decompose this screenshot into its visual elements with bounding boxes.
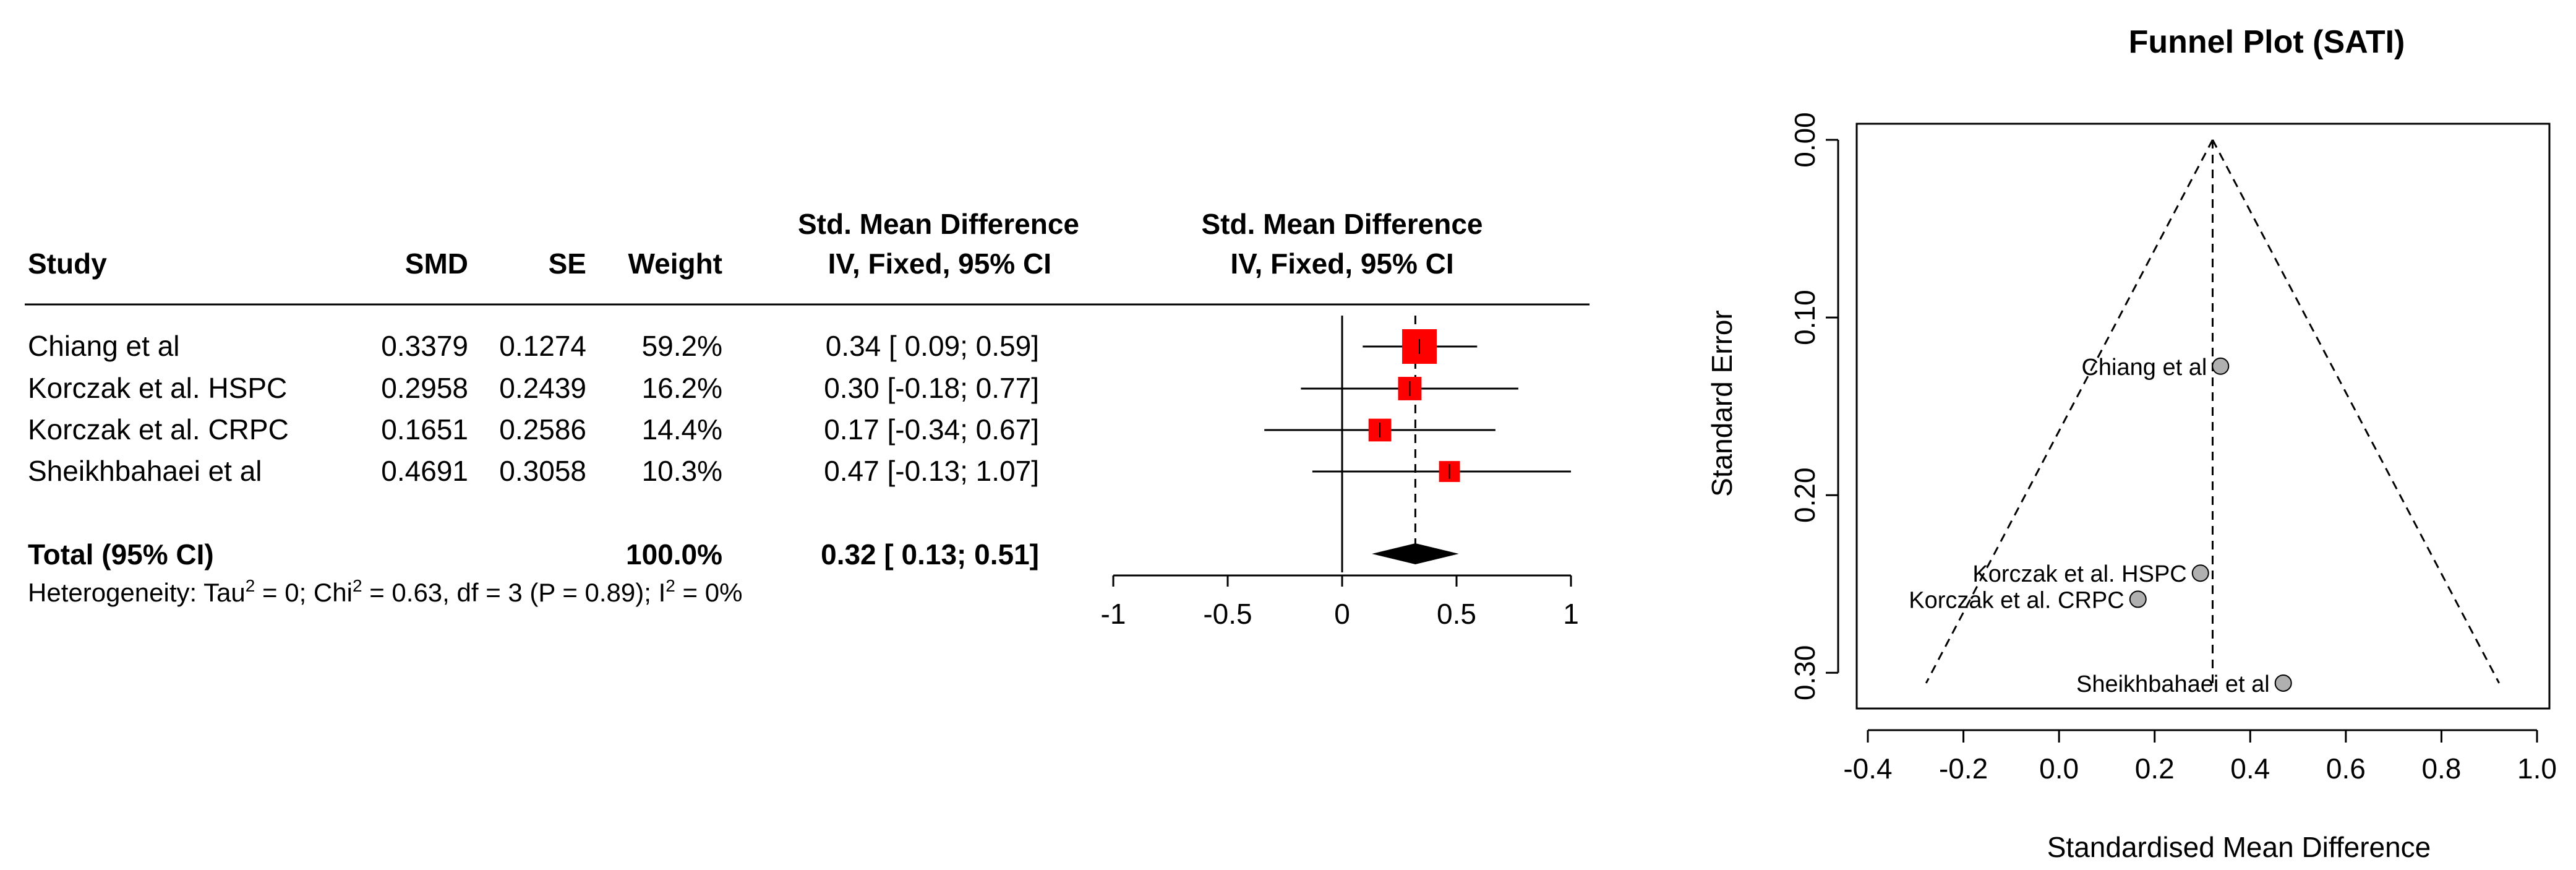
study-ci: 0.17 [-0.34; 0.67]	[824, 413, 1039, 446]
study-smd: 0.2958	[381, 372, 468, 404]
het-i-exp: 2	[665, 576, 675, 595]
funnel-x-tick-label: -0.2	[1939, 752, 1988, 785]
forest-x-axis: -1 -0.5 0 0.5 1	[1101, 574, 1579, 630]
x-tick-label: 1	[1563, 598, 1579, 630]
study-ci: 0.34 [ 0.09; 0.59]	[826, 330, 1039, 362]
het-i-val: = 0%	[675, 578, 743, 607]
header-study: Study	[28, 248, 107, 280]
study-ci: 0.47 [-0.13; 1.07]	[824, 455, 1039, 487]
x-tick-label: 0	[1334, 598, 1350, 630]
study-se: 0.2439	[499, 372, 586, 404]
header-plot-line1: Std. Mean Difference	[1202, 208, 1483, 240]
funnel-x-tick-label: -0.4	[1843, 752, 1892, 785]
x-tick-label: -1	[1101, 598, 1126, 630]
funnel-x-tick-label: 0.0	[2039, 752, 2079, 785]
study-se: 0.1274	[499, 330, 586, 362]
het-tau-exp: 2	[246, 576, 255, 595]
study-se: 0.2586	[499, 413, 586, 446]
funnel-plot: Funnel Plot (SATI) Standardised Mean Dif…	[1706, 24, 2557, 863]
study-weight: 14.4%	[642, 413, 722, 446]
funnel-left-line	[1925, 139, 2214, 684]
funnel-point-label: Sheikhbahaei et al	[2076, 671, 2270, 697]
funnel-point	[2129, 590, 2147, 608]
forest-marks	[1264, 316, 1571, 572]
funnel-x-tick-label: 1.0	[2517, 752, 2557, 785]
x-tick-label: 0.5	[1437, 598, 1476, 630]
funnel-plot-frame	[1855, 123, 2551, 710]
header-weight: Weight	[628, 248, 722, 280]
study-row-2: Korczak et al. CRPC 0.1651 0.2586 14.4% …	[28, 413, 1039, 446]
study-weight: 59.2%	[642, 330, 722, 362]
funnel-axes: -0.4 -0.2 0.0 0.2 0.4 0.6 0.8 1.0 0.00 0.10 0.20 0.…	[1789, 112, 2557, 785]
x-tick-label: -0.5	[1203, 598, 1252, 630]
funnel-y-label: Standard Error	[1706, 310, 1738, 497]
funnel-x-tick-label: 0.4	[2230, 752, 2270, 785]
header-se: SE	[549, 248, 586, 280]
funnel-point-label: Chiang et al	[2081, 355, 2207, 381]
forest-plot: Std. Mean Difference IV, Fixed, 95% CI S…	[25, 208, 1590, 630]
total-weight: 100.0%	[626, 538, 722, 571]
study-weight: 10.3%	[642, 455, 722, 487]
total-row: Total (95% CI) 100.0% 0.32 [ 0.13; 0.51]	[28, 538, 1039, 571]
study-smd: 0.1651	[381, 413, 468, 446]
heterogeneity-text: Heterogeneity: Tau2 = 0; Chi2 = 0.63, df…	[28, 576, 742, 607]
funnel-y-tick-label: 0.30	[1789, 645, 1821, 701]
study-name: Korczak et al. CRPC	[28, 413, 289, 446]
funnel-y-tick-label: 0.10	[1789, 290, 1821, 345]
het-chi-exp: 2	[353, 576, 362, 595]
het-prefix: Heterogeneity: Tau	[28, 578, 246, 607]
study-weight: 16.2%	[642, 372, 722, 404]
funnel-point	[2274, 674, 2292, 692]
funnel-y-tick-label: 0.00	[1789, 112, 1821, 168]
total-ci: 0.32 [ 0.13; 0.51]	[821, 538, 1039, 571]
funnel-point-label: Korczak et al. HSPC	[1972, 561, 2186, 587]
funnel-y-tick-label: 0.20	[1789, 467, 1821, 523]
pooled-diamond	[1372, 543, 1459, 564]
total-label: Total (95% CI)	[28, 538, 214, 571]
study-row-1: Korczak et al. HSPC 0.2958 0.2439 16.2% …	[28, 372, 1039, 404]
study-name: Sheikhbahaei et al	[28, 455, 262, 487]
study-se: 0.3058	[499, 455, 586, 487]
header-ci-line2: IV, Fixed, 95% CI	[828, 248, 1051, 280]
het-chi-val: = 0.63, df = 3 (P = 0.89); I	[362, 578, 666, 607]
study-smd: 0.3379	[381, 330, 468, 362]
funnel-x-tick-label: 0.8	[2421, 752, 2461, 785]
study-row-0: Chiang et al 0.3379 0.1274 59.2% 0.34 [ …	[28, 330, 1039, 362]
funnel-x-tick-label: 0.6	[2326, 752, 2366, 785]
study-ci: 0.30 [-0.18; 0.77]	[824, 372, 1039, 404]
header-smd: SMD	[405, 248, 468, 280]
funnel-point	[2191, 564, 2209, 582]
funnel-x-label: Standardised Mean Difference	[2047, 831, 2431, 863]
study-row-3: Sheikhbahaei et al 0.4691 0.3058 10.3% 0…	[28, 455, 1039, 487]
study-smd: 0.4691	[381, 455, 468, 487]
funnel-point-label: Korczak et al. CRPC	[1909, 587, 2124, 613]
header-plot-line2: IV, Fixed, 95% CI	[1230, 248, 1453, 280]
header-ci-line1: Std. Mean Difference	[798, 208, 1079, 240]
funnel-point	[2212, 357, 2230, 375]
funnel-title: Funnel Plot (SATI)	[2129, 24, 2405, 60]
funnel-lines	[1925, 139, 2501, 684]
study-name: Korczak et al. HSPC	[28, 372, 287, 404]
study-name: Chiang et al	[28, 330, 180, 362]
het-tau-val: = 0; Chi	[255, 578, 353, 607]
funnel-x-tick-label: 0.2	[2135, 752, 2175, 785]
funnel-right-line	[2212, 139, 2501, 684]
